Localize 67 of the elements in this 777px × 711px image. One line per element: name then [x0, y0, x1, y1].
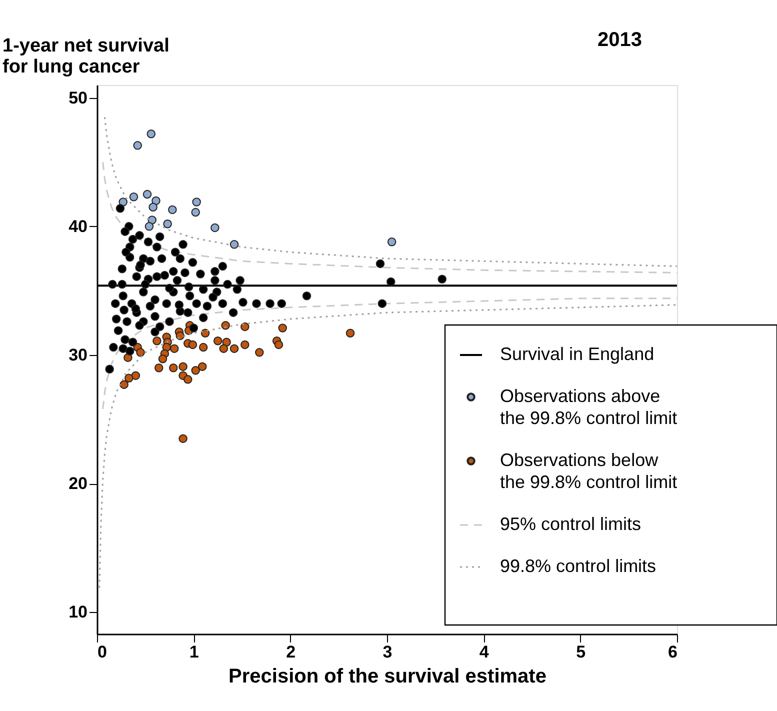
point	[142, 190, 152, 199]
y-axis-title: 1-year net survival for lung cancer	[2, 36, 170, 78]
point	[158, 354, 168, 364]
point	[198, 342, 208, 352]
point	[200, 328, 210, 338]
x-tick-label: 4	[479, 642, 490, 662]
point	[176, 331, 185, 340]
point	[346, 328, 355, 338]
point	[240, 340, 250, 350]
point	[222, 338, 231, 347]
line-series	[98, 304, 677, 588]
y-tick-label: 30	[68, 346, 88, 364]
y-tick-label: 50	[68, 88, 88, 108]
point	[144, 222, 154, 231]
y-tick-label: 40	[68, 216, 88, 236]
point	[198, 362, 207, 371]
point	[188, 340, 198, 350]
point	[219, 344, 228, 353]
point	[210, 223, 220, 232]
x-tick-label: 6	[668, 642, 678, 662]
point	[133, 141, 142, 150]
legend-label: 95% control limits	[500, 514, 642, 534]
x-tick-label: 0	[98, 642, 107, 662]
point	[120, 380, 128, 389]
y-tick-label: 10	[68, 602, 88, 622]
point	[183, 375, 192, 384]
point	[148, 202, 158, 212]
point	[230, 344, 239, 353]
point	[387, 237, 396, 246]
point	[178, 434, 188, 443]
point	[168, 363, 178, 372]
point	[146, 129, 156, 138]
x-tick-label: 3	[382, 642, 392, 662]
point	[191, 208, 200, 217]
point	[163, 219, 172, 228]
point	[129, 192, 138, 202]
point	[168, 205, 177, 214]
point	[178, 362, 188, 371]
x-tick-label: 5	[576, 642, 586, 662]
point	[154, 363, 164, 372]
point	[131, 371, 140, 380]
chart-title: 2013	[598, 29, 642, 51]
x-tick-label: 2	[286, 642, 296, 662]
point	[240, 322, 250, 332]
point	[191, 366, 200, 375]
point	[255, 348, 264, 357]
point	[124, 374, 134, 383]
point	[152, 196, 160, 206]
point	[192, 198, 201, 206]
line-series	[102, 161, 677, 274]
point	[221, 321, 230, 330]
point	[274, 340, 284, 350]
point	[170, 344, 179, 353]
x-tick-label: 1	[189, 642, 199, 662]
legend-label: 99.8% control limits	[500, 556, 656, 576]
point	[213, 336, 222, 346]
point	[230, 240, 239, 249]
line-series	[102, 298, 677, 410]
point	[152, 336, 162, 346]
point	[278, 324, 287, 332]
y-tick-label: 20	[68, 474, 88, 494]
legend-label: Survival in England	[500, 344, 654, 364]
line-series	[104, 116, 677, 268]
point	[136, 348, 145, 357]
legend-label: Observations above the 99.8% control limit	[500, 386, 678, 428]
x-axis-title: Precision of the survival estimate	[228, 666, 546, 688]
legend-label: Observations below the 99.8% control limit	[500, 450, 678, 492]
